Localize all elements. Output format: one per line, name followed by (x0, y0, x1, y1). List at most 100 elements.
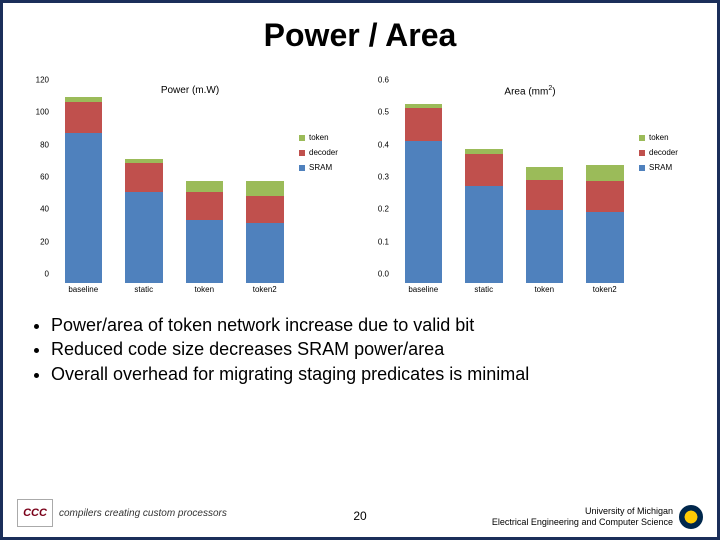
power-xaxis: baselinestatictokentoken2 (53, 285, 295, 301)
swatch-icon (639, 135, 645, 141)
bullets: Power/area of token network increase due… (33, 313, 687, 386)
ccc-badge: CCC (17, 499, 53, 527)
area-xaxis: baselinestatictokentoken2 (393, 285, 635, 301)
seg-sram (125, 192, 163, 283)
seg-token (246, 181, 284, 196)
uni-line2: Electrical Engineering and Computer Scie… (492, 517, 673, 527)
area-plot (393, 89, 635, 283)
bar-baseline (393, 89, 454, 283)
xtick: token2 (575, 285, 636, 301)
swatch-icon (299, 165, 305, 171)
bullet-2: Overall overhead for migrating staging p… (51, 362, 687, 386)
seg-decoder (65, 102, 103, 133)
power-plot (53, 89, 295, 283)
legend-label: SRAM (309, 163, 332, 172)
ytick: 100 (36, 108, 49, 117)
legend-label: SRAM (649, 163, 672, 172)
ytick: 120 (36, 76, 49, 85)
uni-line1: University of Michigan (492, 506, 673, 516)
seg-decoder (186, 192, 224, 219)
legend-token: token (299, 133, 355, 142)
ytick: 0.4 (378, 140, 389, 149)
power-chart: Power (m.W) 020406080100120 baselinestat… (25, 85, 355, 301)
xtick: token2 (235, 285, 296, 301)
bar-token (514, 89, 575, 283)
slide: Power / Area Power (m.W) 020406080100120… (0, 0, 720, 540)
area-yaxis: 0.00.10.20.30.40.50.6 (365, 89, 393, 283)
stack (186, 89, 224, 283)
xtick: token (514, 285, 575, 301)
legend-label: token (649, 133, 669, 142)
footer: CCC compilers creating custom processors… (17, 491, 703, 531)
legend-label: token (309, 133, 329, 142)
ytick: 0.0 (378, 270, 389, 279)
seg-decoder (125, 163, 163, 192)
legend-decoder: decoder (639, 148, 695, 157)
page-number: 20 (353, 509, 366, 523)
stack (465, 89, 503, 283)
swatch-icon (299, 150, 305, 156)
seg-token (186, 181, 224, 192)
seg-sram (246, 223, 284, 283)
area-legend: token decoder SRAM (639, 133, 695, 178)
seg-decoder (586, 181, 624, 212)
bar-token (174, 89, 235, 283)
charts-row: Power (m.W) 020406080100120 baselinestat… (25, 85, 695, 301)
seg-sram (586, 212, 624, 283)
ytick: 40 (40, 205, 49, 214)
area-bars (393, 89, 635, 283)
seg-token (526, 167, 564, 180)
legend-label: decoder (309, 148, 338, 157)
seg-decoder (526, 180, 564, 211)
ytick: 0.6 (378, 76, 389, 85)
seg-sram (186, 220, 224, 283)
ytick: 60 (40, 173, 49, 182)
legend-decoder: decoder (299, 148, 355, 157)
swatch-icon (639, 150, 645, 156)
power-legend: token decoder SRAM (299, 133, 355, 178)
seg-sram (65, 133, 103, 283)
stack (65, 89, 103, 283)
swatch-icon (639, 165, 645, 171)
bar-static (454, 89, 515, 283)
stack (125, 89, 163, 283)
area-chart: Area (mm2) 0.00.10.20.30.40.50.6 baselin… (365, 85, 695, 301)
stack (526, 89, 564, 283)
stack (246, 89, 284, 283)
university-credit: University of Michigan Electrical Engine… (492, 506, 673, 527)
power-yaxis: 020406080100120 (25, 89, 53, 283)
legend-sram: SRAM (639, 163, 695, 172)
slide-title: Power / Area (3, 3, 717, 54)
stack (405, 89, 443, 283)
ytick: 0.5 (378, 108, 389, 117)
power-bars (53, 89, 295, 283)
swatch-icon (299, 135, 305, 141)
xtick: token (174, 285, 235, 301)
umich-seal-icon (679, 505, 703, 529)
seg-decoder (465, 154, 503, 186)
bar-static (114, 89, 175, 283)
bar-token2 (575, 89, 636, 283)
ytick: 20 (40, 237, 49, 246)
bullet-1: Reduced code size decreases SRAM power/a… (51, 337, 687, 361)
seg-decoder (405, 108, 443, 140)
seg-sram (465, 186, 503, 283)
bar-token2 (235, 89, 296, 283)
stack (586, 89, 624, 283)
legend-sram: SRAM (299, 163, 355, 172)
ytick: 0 (45, 270, 49, 279)
ytick: 0.1 (378, 237, 389, 246)
seg-sram (405, 141, 443, 283)
legend-label: decoder (649, 148, 678, 157)
ytick: 0.3 (378, 173, 389, 182)
ytick: 0.2 (378, 205, 389, 214)
seg-token (586, 165, 624, 181)
xtick: baseline (393, 285, 454, 301)
seg-decoder (246, 196, 284, 223)
xtick: static (114, 285, 175, 301)
ytick: 80 (40, 140, 49, 149)
ccc-logo: CCC compilers creating custom processors (17, 499, 227, 527)
ccc-tagline: compilers creating custom processors (59, 508, 227, 519)
bar-baseline (53, 89, 114, 283)
xtick: baseline (53, 285, 114, 301)
